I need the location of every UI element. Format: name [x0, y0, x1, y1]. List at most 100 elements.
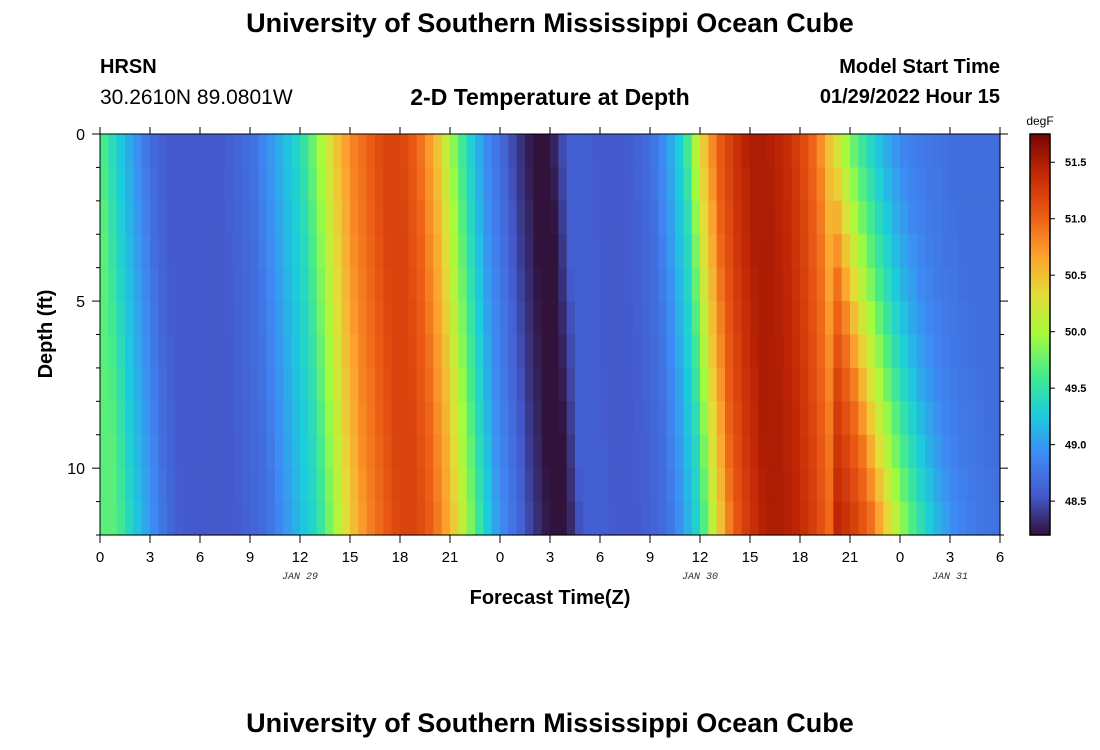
heatmap-cell: [875, 334, 884, 369]
heatmap-cell: [841, 301, 851, 336]
heatmap-cell: [216, 501, 226, 536]
heatmap-cell: [741, 234, 751, 269]
heatmap-cell: [766, 134, 776, 169]
heatmap-cell: [133, 501, 143, 536]
heatmap-cell: [358, 334, 368, 369]
heatmap-cell: [358, 167, 368, 202]
heatmap-cell: [800, 434, 809, 469]
heatmap-cell: [500, 200, 509, 235]
heatmap-cell: [283, 401, 293, 436]
heatmap-cell: [875, 167, 884, 202]
heatmap-cell: [683, 334, 693, 369]
heatmap-cell: [783, 434, 793, 469]
heatmap-cell: [883, 367, 893, 402]
heatmap-cell: [183, 501, 193, 536]
heatmap-cell: [208, 134, 218, 169]
heatmap-cell: [200, 267, 209, 302]
heatmap-cell: [316, 267, 326, 302]
heatmap-cell: [858, 267, 868, 302]
heatmap-cell: [683, 468, 693, 503]
heatmap-cell: [775, 334, 784, 369]
heatmap-cell: [966, 134, 976, 169]
heatmap-cell: [366, 401, 376, 436]
x-tick-label: 12: [692, 549, 709, 566]
heatmap-cell: [766, 334, 776, 369]
heatmap-cell: [991, 267, 1001, 302]
heatmap-cell: [458, 301, 468, 336]
heatmap-cell: [725, 367, 734, 402]
heatmap-cell: [500, 234, 509, 269]
heatmap-cell: [991, 200, 1001, 235]
y-tick-label: 5: [76, 294, 85, 311]
heatmap-cell: [416, 434, 426, 469]
heatmap-cell: [583, 468, 593, 503]
heatmap-cell: [891, 401, 901, 436]
heatmap-cell: [216, 167, 226, 202]
heatmap-cell: [650, 167, 659, 202]
heatmap-cell: [750, 167, 759, 202]
heatmap-cell: [616, 200, 626, 235]
heatmap-cell: [125, 334, 134, 369]
heatmap-cell: [883, 134, 893, 169]
heatmap-cell: [375, 200, 384, 235]
heatmap-cell: [700, 367, 709, 402]
heatmap-cell: [266, 434, 276, 469]
heatmap-cell: [966, 267, 976, 302]
heatmap-cell: [100, 134, 109, 169]
heatmap-cell: [883, 234, 893, 269]
heatmap-cell: [683, 501, 693, 536]
heatmap-cell: [950, 167, 959, 202]
heatmap-cell: [400, 167, 409, 202]
heatmap-cell: [908, 301, 918, 336]
heatmap-cell: [875, 434, 884, 469]
heatmap-cell: [950, 401, 959, 436]
heatmap-cell: [591, 367, 601, 402]
heatmap-cell: [475, 167, 484, 202]
heatmap-cell: [158, 434, 168, 469]
heatmap-cell: [100, 468, 109, 503]
heatmap-cell: [641, 501, 651, 536]
heatmap-cell: [925, 134, 934, 169]
heatmap-cell: [841, 434, 851, 469]
y-tick-label: 10: [67, 461, 85, 478]
heatmap-cell: [666, 200, 676, 235]
heatmap-cell: [308, 301, 318, 336]
heatmap-cell: [975, 134, 984, 169]
heatmap-cell: [733, 401, 743, 436]
heatmap-cell: [325, 367, 334, 402]
heatmap-cell: [133, 167, 143, 202]
heatmap-cell: [225, 267, 234, 302]
heatmap-cell: [258, 468, 268, 503]
heatmap-cell: [108, 234, 118, 269]
heatmap-cell: [758, 167, 768, 202]
heatmap-cell: [400, 434, 409, 469]
heatmap-cell: [891, 301, 901, 336]
heatmap-cell: [583, 401, 593, 436]
heatmap-cell: [575, 501, 584, 536]
heatmap-cell: [741, 501, 751, 536]
heatmap-cell: [691, 501, 701, 536]
heatmap-cell: [708, 267, 718, 302]
heatmap-cell: [891, 334, 901, 369]
heatmap-cell: [433, 234, 443, 269]
heatmap-cell: [650, 200, 659, 235]
heatmap-cell: [541, 134, 551, 169]
heatmap-cell: [908, 167, 918, 202]
heatmap-cell: [141, 468, 151, 503]
heatmap-cell: [833, 367, 843, 402]
heatmap-cell: [550, 200, 559, 235]
heatmap-cell: [758, 234, 768, 269]
heatmap-cell: [541, 468, 551, 503]
heatmap-cell: [708, 434, 718, 469]
heatmap-cell: [450, 501, 459, 536]
heatmap-cell: [441, 468, 451, 503]
heatmap-cell: [633, 401, 643, 436]
heatmap-cell: [133, 334, 143, 369]
heatmap-cell: [616, 167, 626, 202]
heatmap-cell: [850, 468, 859, 503]
heatmap-cell: [675, 468, 684, 503]
heatmap-cell: [708, 301, 718, 336]
heatmap-cell: [100, 334, 109, 369]
heatmap-cell: [525, 301, 534, 336]
heatmap-cell: [791, 501, 801, 536]
